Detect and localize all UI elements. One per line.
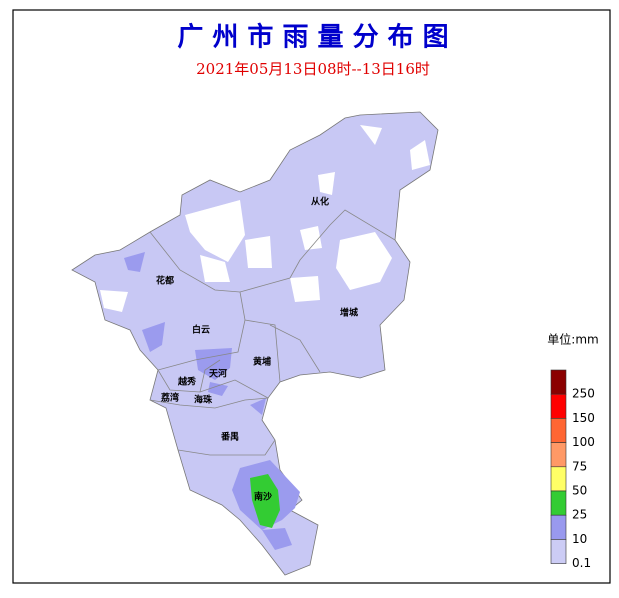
legend-label: 10 <box>572 532 587 546</box>
legend-swatch <box>550 466 567 492</box>
legend-title: 单位:mm <box>547 332 598 347</box>
legend-label: 75 <box>572 459 587 473</box>
district-label: 花都 <box>156 275 174 287</box>
region-outline <box>71 111 439 576</box>
map-subtitle: 2021年05月13日08时--13日16时 <box>196 60 430 78</box>
district-label: 从化 <box>311 196 329 208</box>
legend-swatch <box>550 490 567 516</box>
map-area <box>71 111 439 576</box>
district-label: 荔湾 <box>160 392 179 404</box>
legend-label: 100 <box>572 435 595 449</box>
district-label: 南沙 <box>254 491 272 503</box>
map-title: 广 州 市 雨 量 分 布 图 <box>177 22 448 53</box>
legend-swatch <box>550 442 567 468</box>
district-label: 增城 <box>340 307 358 319</box>
legend-label: 250 <box>572 387 595 401</box>
district-label: 番禺 <box>220 431 239 443</box>
district-borders <box>149 209 396 456</box>
legend-swatch <box>550 369 567 395</box>
legend-label: 0.1 <box>572 556 591 570</box>
legend-label: 25 <box>572 508 587 522</box>
district-label: 白云 <box>192 324 210 336</box>
legend-swatch <box>550 418 567 443</box>
legend: 250 150 100 75 50 25 10 0.1 <box>550 369 595 570</box>
legend-swatch <box>550 393 567 419</box>
legend-label: 50 <box>572 484 587 498</box>
district-label: 黄埔 <box>253 356 271 368</box>
district-label: 天河 <box>209 368 227 380</box>
legend-label: 150 <box>572 411 595 425</box>
legend-swatch <box>550 514 567 540</box>
district-label: 海珠 <box>194 394 213 406</box>
dry-patches <box>100 125 430 312</box>
legend-swatch <box>550 539 567 564</box>
district-label: 越秀 <box>177 376 196 388</box>
heavy-patch <box>250 474 280 528</box>
